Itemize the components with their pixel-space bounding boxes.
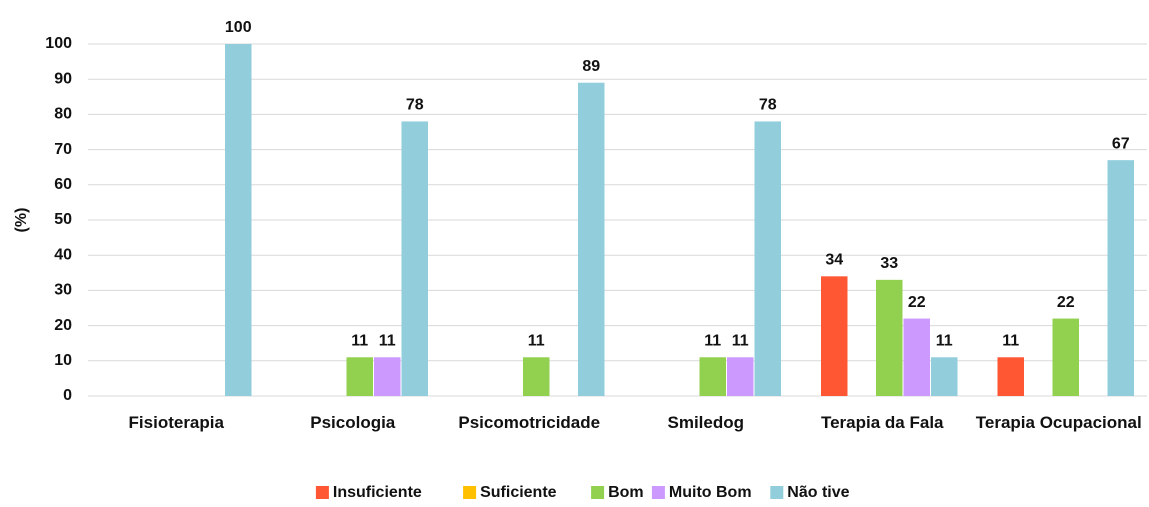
y-tick-label: 20 xyxy=(54,317,72,334)
bar xyxy=(346,357,373,396)
data-label: 11 xyxy=(1002,332,1019,349)
data-label: 34 xyxy=(825,252,843,269)
data-label: 11 xyxy=(528,332,545,349)
x-tick-label: Smiledog xyxy=(667,413,744,432)
x-tick-label: Psicologia xyxy=(310,413,396,432)
legend-label: Insuficiente xyxy=(333,484,422,501)
y-tick-label: 80 xyxy=(54,106,72,123)
y-tick-label: 40 xyxy=(54,246,72,263)
y-tick-label: 0 xyxy=(63,387,72,404)
bar xyxy=(225,44,252,396)
bar xyxy=(1052,318,1079,396)
legend-label: Muito Bom xyxy=(669,484,752,501)
data-label: 11 xyxy=(732,332,749,349)
y-axis-label: (%) xyxy=(13,208,30,233)
data-label: 78 xyxy=(759,97,777,114)
y-tick-label: 50 xyxy=(54,211,72,228)
data-label: 11 xyxy=(936,332,953,349)
bar xyxy=(523,357,550,396)
x-tick-label: Terapia Ocupacional xyxy=(975,413,1142,432)
x-tick-label: Fisioterapia xyxy=(128,413,224,432)
bar xyxy=(754,121,781,396)
data-label: 100 xyxy=(225,19,252,36)
bar xyxy=(931,357,958,396)
data-label: 78 xyxy=(406,97,424,114)
x-tick-label: Terapia da Fala xyxy=(820,413,944,432)
data-label: 33 xyxy=(880,255,898,272)
bar xyxy=(374,357,401,396)
data-label: 22 xyxy=(908,294,926,311)
legend-label: Não tive xyxy=(787,484,849,501)
data-label: 89 xyxy=(582,58,600,75)
data-label: 11 xyxy=(351,332,368,349)
y-tick-label: 70 xyxy=(54,141,72,158)
bar xyxy=(699,357,726,396)
y-tick-label: 100 xyxy=(45,35,72,52)
y-tick-label: 30 xyxy=(54,282,72,299)
bar xyxy=(821,276,848,396)
data-label: 67 xyxy=(1112,135,1130,152)
bar xyxy=(727,357,754,396)
legend-swatch xyxy=(651,486,665,499)
bar xyxy=(578,82,605,396)
bar xyxy=(997,357,1024,396)
legend-swatch xyxy=(315,486,329,499)
y-tick-label: 90 xyxy=(54,70,72,87)
legend-label: Bom xyxy=(608,484,644,501)
bar xyxy=(903,318,930,396)
data-label: 11 xyxy=(704,332,721,349)
legend-swatch xyxy=(591,486,605,499)
x-tick-label: Psicomotricidade xyxy=(458,413,601,432)
legend-swatch xyxy=(770,486,784,499)
legend-label: Suficiente xyxy=(480,484,557,501)
data-label: 22 xyxy=(1057,294,1075,311)
bar xyxy=(401,121,428,396)
bar xyxy=(1107,160,1134,396)
legend-swatch xyxy=(463,486,477,499)
y-tick-label: 60 xyxy=(54,176,72,193)
y-tick-label: 10 xyxy=(54,352,72,369)
data-label: 11 xyxy=(379,332,396,349)
bar xyxy=(876,279,903,396)
